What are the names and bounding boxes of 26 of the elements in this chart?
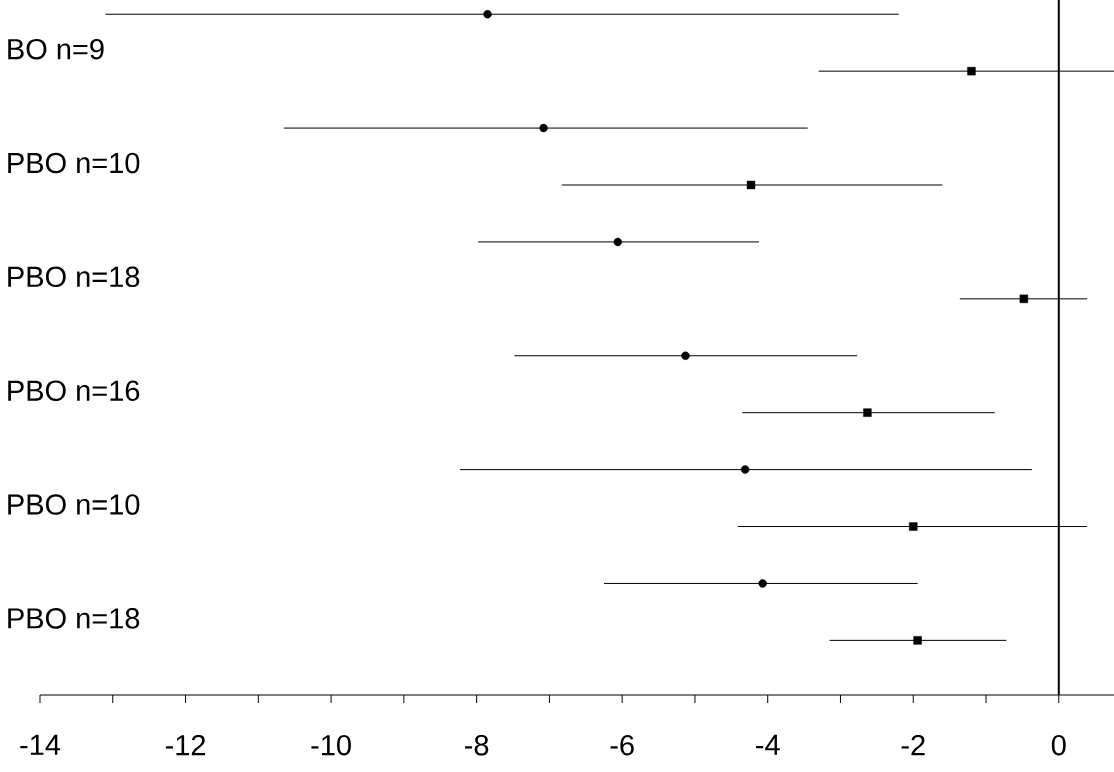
point bbox=[758, 579, 767, 588]
y-tick-label: PBO n=18 bbox=[8, 266, 140, 288]
y-tick-label: PBO n=16 bbox=[8, 380, 140, 401]
x-tick-label: -14 bbox=[20, 734, 61, 755]
x-tick-label: -10 bbox=[311, 734, 351, 756]
x-tick-label: -6 bbox=[610, 734, 634, 756]
y-tick-label: PBO n=18 bbox=[8, 608, 140, 629]
x-tick-label: -2 bbox=[901, 734, 925, 756]
point bbox=[913, 636, 922, 645]
point bbox=[746, 180, 756, 190]
y-tick-label: BO n=9 bbox=[8, 38, 104, 60]
y-tick-label: PBO n=10 bbox=[8, 152, 140, 174]
point bbox=[613, 237, 622, 247]
point bbox=[539, 123, 548, 133]
point bbox=[681, 351, 690, 360]
point bbox=[967, 66, 976, 76]
point bbox=[740, 465, 750, 474]
x-tick-label: 0 bbox=[1051, 734, 1066, 756]
point bbox=[863, 408, 872, 417]
point bbox=[1019, 294, 1029, 304]
point bbox=[483, 10, 492, 19]
point bbox=[909, 522, 918, 531]
x-tick-label: -8 bbox=[465, 734, 489, 756]
x-tick-label: -12 bbox=[165, 734, 206, 756]
x-tick-label: -4 bbox=[756, 734, 780, 755]
y-tick-label: PBO n=10 bbox=[8, 494, 140, 515]
